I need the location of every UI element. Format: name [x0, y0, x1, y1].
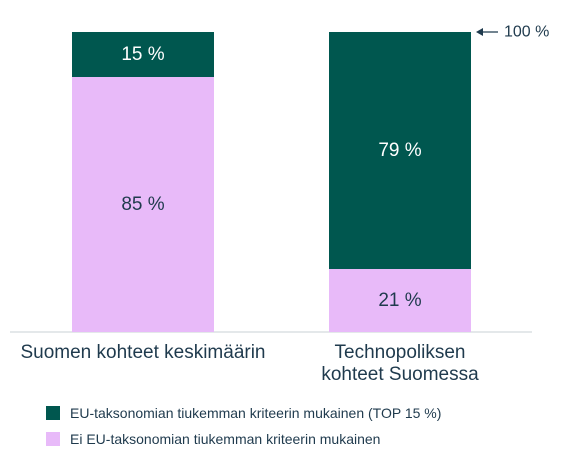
bar-segment-top15-0 [72, 32, 214, 77]
data-label-top15-0: 15 % [121, 44, 164, 65]
legend-swatch-not-top15 [46, 432, 60, 446]
data-label-not-top15-1: 21 % [378, 290, 421, 311]
category-label-0-line-0: Suomen kohteet keskimäärin [20, 342, 265, 363]
annotation-label: 100 % [504, 24, 549, 41]
bar-segment-not-top15-0 [72, 77, 214, 332]
total-annotation: 100 % [476, 24, 549, 41]
bar-segment-top15-1 [329, 32, 471, 269]
annotation-arrow-head [476, 28, 483, 36]
category-label-1-line-0: Technopoliksen [335, 342, 466, 363]
legend-item-top15: EU-taksonomian tiukemman kriteerin mukai… [46, 400, 441, 426]
category-label-1-line-1: kohteet Suomessa [321, 364, 479, 385]
legend-label-top15: EU-taksonomian tiukemman kriteerin mukai… [70, 405, 442, 421]
bar-segment-not-top15-1 [329, 269, 471, 332]
legend-label-not-top15: Ei EU-taksonomian tiukemman kriteerin mu… [70, 431, 381, 447]
legend: EU-taksonomian tiukemman kriteerin mukai… [46, 400, 441, 452]
stacked-bar-chart: 85 % 15 % Suomen kohteet keskimäärin 21 % 79… [10, 24, 549, 385]
legend-item-not-top15: Ei EU-taksonomian tiukemman kriteerin mu… [46, 426, 441, 452]
legend-swatch-top15 [46, 406, 60, 420]
data-label-top15-1: 79 % [378, 140, 421, 161]
data-label-not-top15-0: 85 % [121, 194, 164, 215]
